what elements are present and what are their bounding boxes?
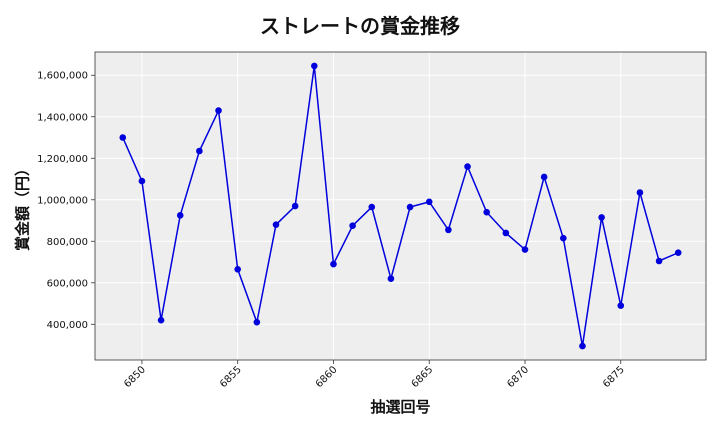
x-tick-label: 6855 [218,364,244,390]
y-axis: 400,000 600,000 800,000 1,000,000 1,200,000 1… [37,71,95,331]
data-point [598,214,605,221]
x-tick-label: 6860 [314,364,340,390]
y-tick-label: 1,200,000 [37,154,88,165]
y-tick-label: 800,000 [47,237,88,248]
data-point [176,212,184,219]
data-point [617,302,625,309]
data-point [138,177,146,185]
y-tick-label: 400,000 [47,320,88,331]
x-tick-label: 6875 [601,364,627,390]
data-point [119,134,127,141]
data-point [215,107,222,114]
x-axis: 6850 6855 6860 6865 6870 6875 [122,360,627,390]
y-tick-label: 1,000,000 [37,195,88,206]
data-point [540,173,548,181]
data-point [387,275,395,282]
data-point [445,226,452,234]
data-point [234,266,241,273]
y-tick-label: 1,400,000 [37,112,88,123]
plot-frame [94,51,707,361]
data-point [655,257,663,265]
data-point [330,260,337,268]
data-point [560,234,567,242]
data-point [464,163,471,170]
data-point [196,147,203,155]
data-point [636,189,644,196]
data-point [349,222,356,230]
data-point [406,203,414,211]
data-point [674,249,682,256]
y-tick-label: 1,600,000 [37,71,88,82]
x-tick-label: 6870 [505,364,531,390]
data-point [272,221,280,228]
y-tick-label: 600,000 [47,278,88,289]
data-point [425,198,433,206]
data-point [483,208,490,216]
data-point [579,342,586,350]
x-tick-label: 6865 [410,364,436,390]
data-point [157,316,165,324]
plot-area [95,52,706,360]
chart-title: ストレートの賞金推移 [260,14,460,38]
data-point [291,202,299,210]
x-tick-label: 6850 [122,364,148,390]
data-point [521,246,529,253]
data-point [253,318,261,326]
y-axis-label: 賞金額（円） [13,160,32,252]
data-points [119,62,682,350]
data-point [368,203,376,211]
x-axis-label: 抽選回号 [370,398,431,416]
data-point [311,62,318,70]
series-line [122,65,679,347]
data-point [502,229,510,237]
